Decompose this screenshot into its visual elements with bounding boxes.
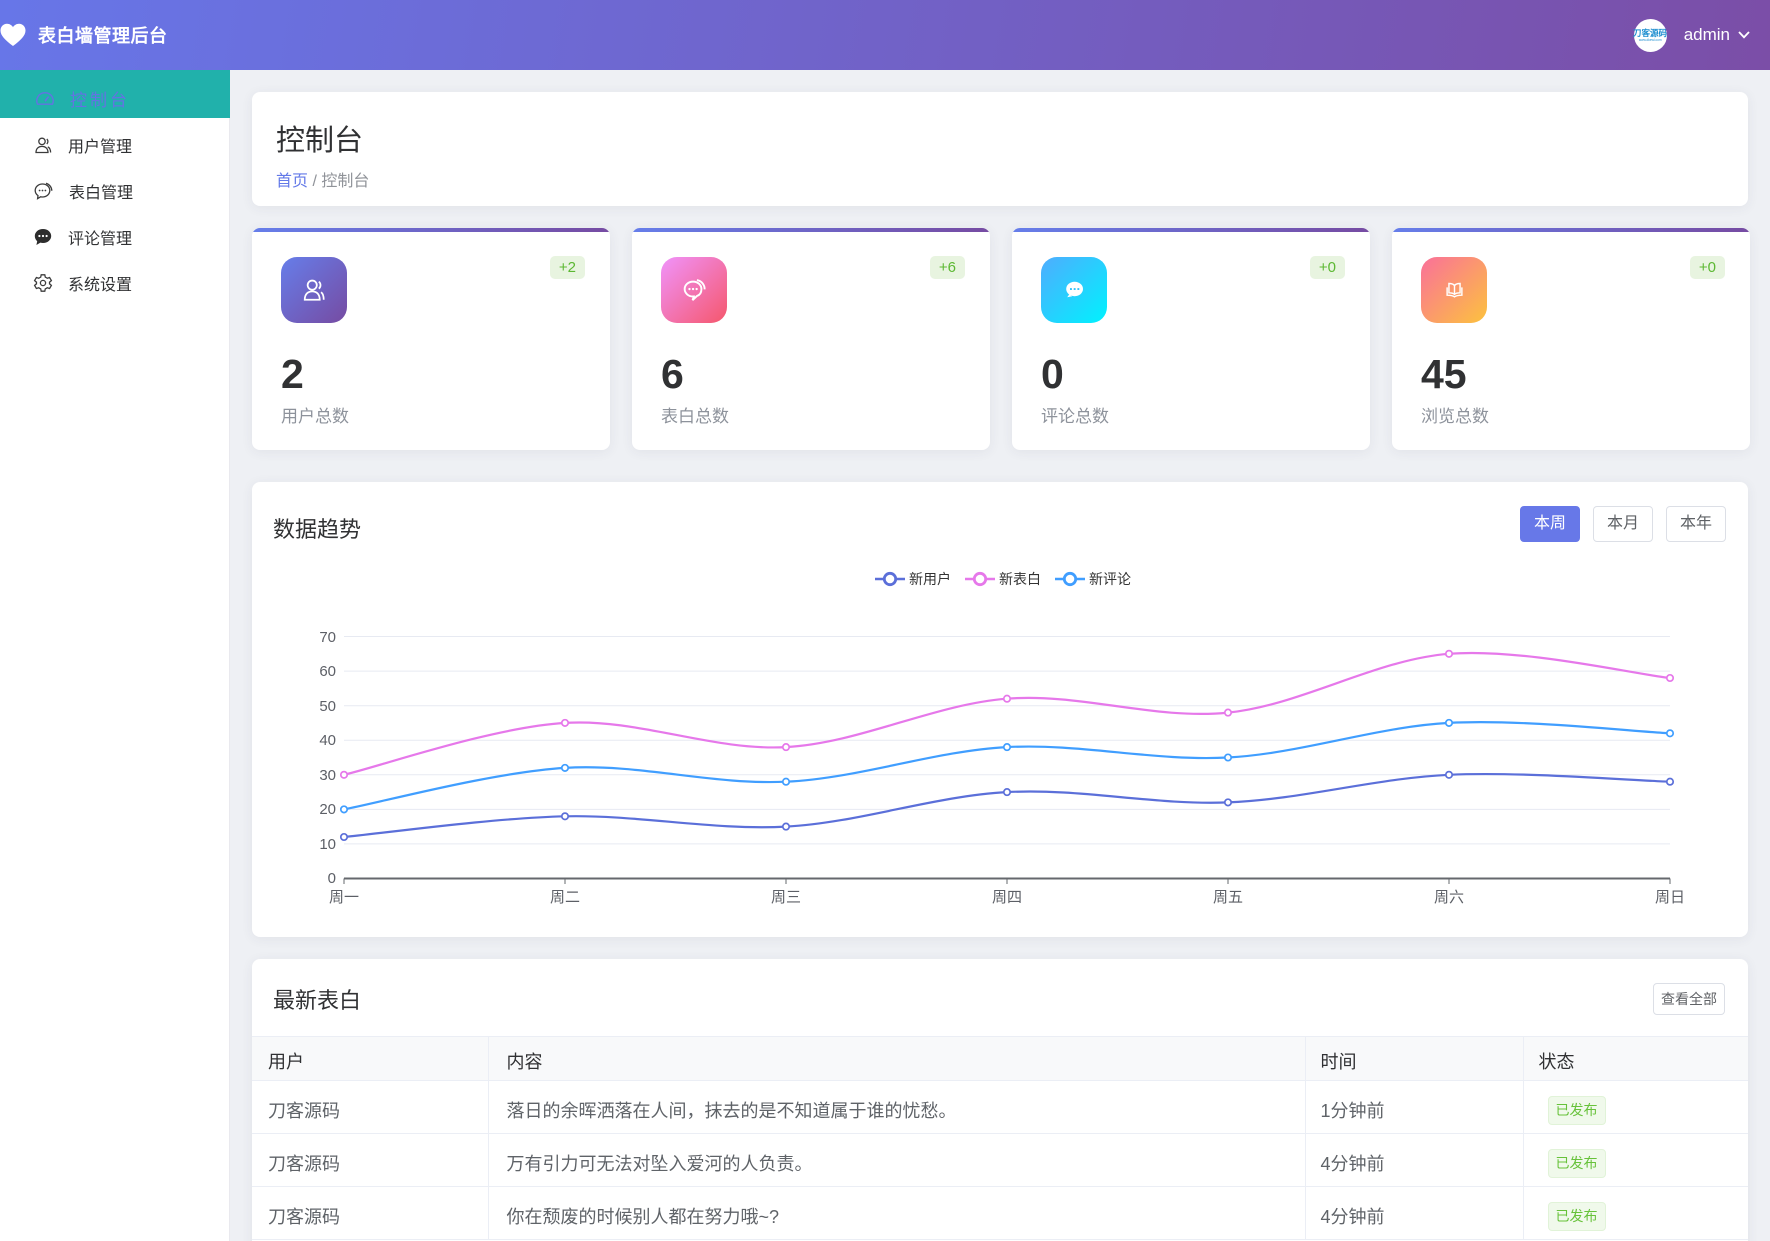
svg-text:新用户: 新用户	[909, 571, 951, 587]
svg-text:20: 20	[319, 801, 336, 818]
svg-text:周五: 周五	[1213, 889, 1243, 906]
svg-text:70: 70	[319, 629, 336, 646]
svg-text:30: 30	[319, 767, 336, 784]
svg-text:周三: 周三	[771, 889, 801, 906]
svg-text:周四: 周四	[992, 889, 1022, 906]
svg-text:周六: 周六	[1434, 889, 1464, 906]
svg-text:0: 0	[328, 870, 336, 887]
svg-text:周日: 周日	[1655, 889, 1685, 906]
svg-text:周一: 周一	[329, 889, 359, 906]
svg-text:60: 60	[319, 663, 336, 680]
svg-text:新评论: 新评论	[1089, 571, 1131, 587]
svg-text:10: 10	[319, 836, 336, 853]
svg-text:周二: 周二	[550, 889, 580, 906]
svg-text:50: 50	[319, 698, 336, 715]
svg-text:40: 40	[319, 732, 336, 749]
svg-text:新表白: 新表白	[999, 571, 1041, 587]
